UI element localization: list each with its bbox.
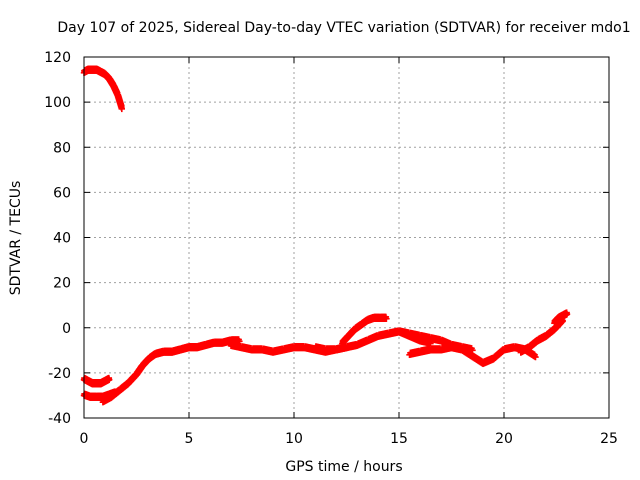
grid-lines [84,57,609,418]
data-point [118,105,125,113]
data-points [80,65,571,406]
data-point [106,376,113,383]
data-point [383,315,390,322]
